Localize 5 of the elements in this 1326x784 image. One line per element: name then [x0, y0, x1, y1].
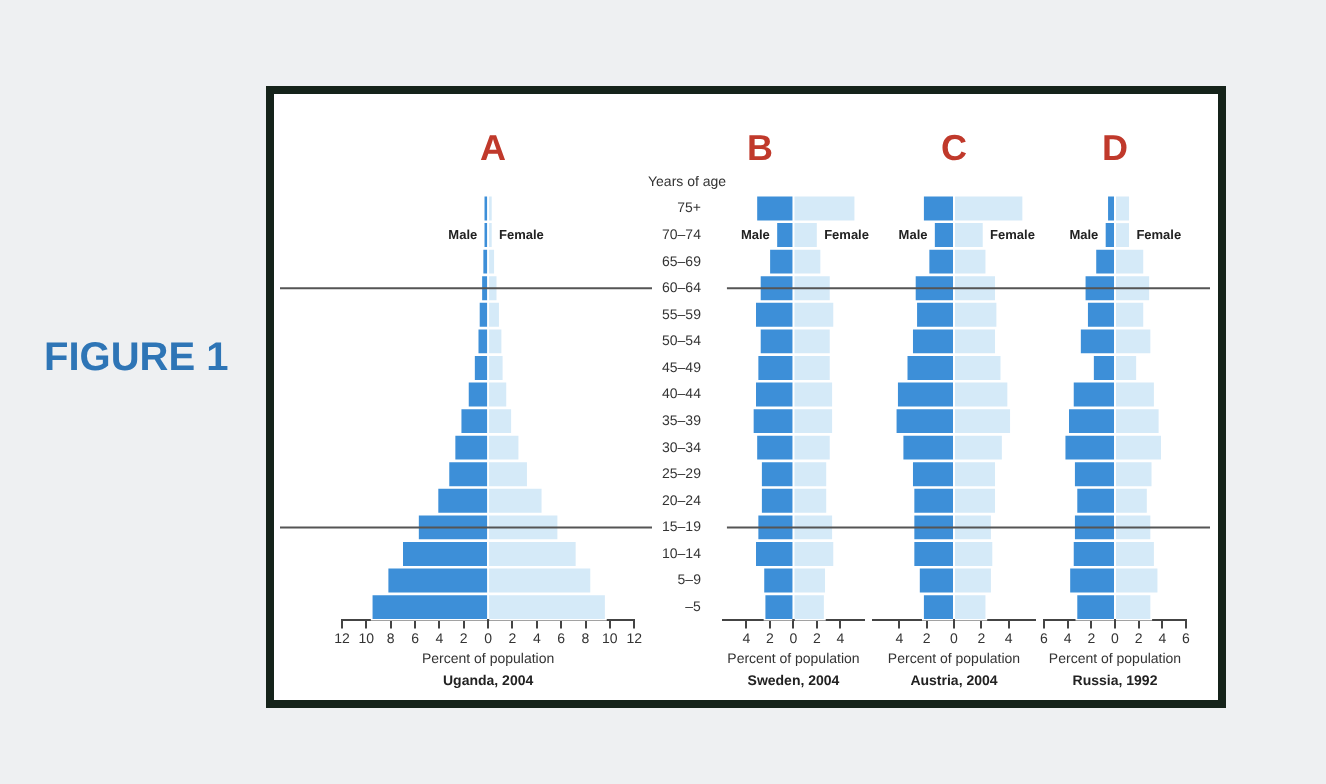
chart-title: D — [1102, 127, 1128, 168]
chart-title: C — [941, 127, 967, 168]
chart-title: A — [480, 127, 506, 168]
caption: FIGURE 1 — [44, 336, 229, 382]
chart-title: B — [747, 127, 773, 168]
